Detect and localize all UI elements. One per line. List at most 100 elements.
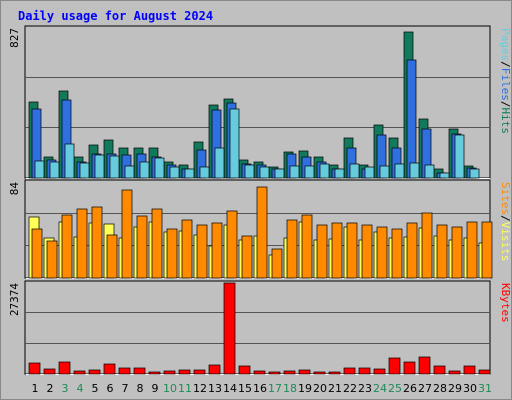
bar-kbytes-day-19 — [298, 369, 311, 375]
bar-pages-day-18 — [289, 165, 300, 179]
bar-pages-day-7 — [124, 165, 135, 179]
bar-kbytes-day-25 — [388, 357, 401, 375]
day-label-19: 19 — [298, 382, 312, 395]
day-label-16: 16 — [253, 382, 267, 395]
day-label-14: 14 — [223, 382, 237, 395]
bar-sites-day-5 — [91, 206, 103, 279]
bar-sites-day-3 — [61, 214, 73, 279]
chart-panel-1: 827 Pages/Files/Hits — [8, 25, 512, 179]
bar-sites-day-6 — [106, 234, 118, 279]
bar-pages-day-14 — [229, 108, 240, 179]
bar-sites-day-12 — [196, 224, 208, 279]
day-label-11: 11 — [178, 382, 192, 395]
bar-pages-day-6 — [109, 155, 120, 179]
bar-sites-day-28 — [436, 224, 448, 279]
bar-kbytes-day-3 — [58, 361, 71, 375]
chart-panel-2: 84 Sites/Visits — [8, 179, 512, 279]
bar-kbytes-day-24 — [373, 368, 386, 375]
bar-kbytes-day-20 — [313, 371, 326, 375]
bar-sites-day-26 — [406, 222, 418, 279]
bar-kbytes-day-26 — [403, 361, 416, 375]
day-label-25: 25 — [388, 382, 402, 395]
bar-sites-day-21 — [331, 222, 343, 279]
bar-kbytes-day-10 — [163, 370, 176, 375]
day-label-15: 15 — [238, 382, 252, 395]
bar-sites-day-16 — [256, 186, 268, 279]
bar-pages-day-24 — [379, 165, 390, 179]
chart-panel-3: 27374 KBytes — [8, 280, 512, 375]
day-label-23: 23 — [358, 382, 372, 395]
y-max-label: 27374 — [8, 283, 21, 316]
bar-kbytes-day-11 — [178, 369, 191, 375]
bar-sites-day-22 — [346, 222, 358, 279]
day-label-3: 3 — [62, 382, 69, 395]
day-label-12: 12 — [193, 382, 207, 395]
bar-pages-day-3 — [64, 143, 75, 179]
bar-pages-day-28 — [439, 172, 450, 179]
day-label-6: 6 — [107, 382, 114, 395]
bar-pages-day-17 — [274, 168, 285, 179]
bar-kbytes-day-14 — [223, 282, 236, 375]
bar-sites-day-13 — [211, 222, 223, 279]
bar-sites-day-30 — [466, 221, 478, 279]
bar-pages-day-10 — [169, 166, 180, 179]
bar-kbytes-day-28 — [433, 365, 446, 375]
bar-sites-day-27 — [421, 212, 433, 279]
day-labels: 1 2 3 4 5 6 7 8 9 10 11 12 13 14 15 16 17 18 19 20 21 22 23 24 2… — [32, 382, 493, 395]
bar-sites-day-19 — [301, 214, 313, 279]
y-axis-title-part: / — [499, 215, 512, 222]
y-axis-title-part: Files — [499, 68, 512, 101]
bar-pages-day-20 — [319, 163, 330, 179]
bar-kbytes-day-15 — [238, 365, 251, 375]
day-label-22: 22 — [343, 382, 357, 395]
bar-kbytes-day-8 — [133, 367, 146, 375]
bar-sites-day-7 — [121, 189, 133, 279]
chart-title: Daily usage for August 2024 — [18, 9, 213, 23]
day-label-24: 24 — [373, 382, 387, 395]
bar-pages-day-11 — [184, 168, 195, 179]
bar-sites-day-20 — [316, 224, 328, 279]
bar-pages-day-5 — [94, 154, 105, 179]
bar-kbytes-day-17 — [268, 371, 281, 375]
bar-sites-day-8 — [136, 215, 148, 279]
day-label-8: 8 — [137, 382, 144, 395]
bar-pages-day-16 — [259, 166, 270, 179]
bar-kbytes-day-31 — [478, 369, 491, 375]
bar-sites-day-18 — [286, 219, 298, 279]
bar-pages-day-25 — [394, 163, 405, 179]
day-label-9: 9 — [152, 382, 159, 395]
bar-pages-day-23 — [364, 166, 375, 179]
y-axis-title: KBytes — [499, 283, 512, 323]
bar-kbytes-day-29 — [448, 370, 461, 375]
bar-pages-day-19 — [304, 165, 315, 179]
y-axis-title-part: Pages — [499, 28, 512, 61]
plot-area — [24, 280, 491, 375]
day-label-13: 13 — [208, 382, 222, 395]
bar-pages-day-21 — [334, 168, 345, 179]
y-axis-title-part: / — [499, 61, 512, 68]
bar-sites-day-11 — [181, 219, 193, 279]
bar-pages-day-22 — [349, 163, 360, 179]
y-axis-title-part: Sites — [499, 182, 512, 215]
y-axis-title: Sites/Visits — [499, 182, 512, 262]
bar-sites-day-23 — [361, 224, 373, 279]
day-label-18: 18 — [283, 382, 297, 395]
bar-pages-day-13 — [214, 147, 225, 179]
bar-sites-day-29 — [451, 226, 463, 279]
bar-kbytes-day-2 — [43, 368, 56, 375]
bar-kbytes-day-6 — [103, 363, 116, 375]
bar-pages-day-4 — [79, 162, 90, 179]
bar-pages-day-29 — [454, 134, 465, 179]
day-label-26: 26 — [403, 382, 417, 395]
bar-kbytes-day-5 — [88, 369, 101, 375]
day-label-10: 10 — [163, 382, 177, 395]
bar-pages-day-26 — [409, 162, 420, 179]
bar-pages-day-12 — [199, 166, 210, 179]
day-label-29: 29 — [448, 382, 462, 395]
bar-pages-day-9 — [154, 157, 165, 179]
bar-sites-day-31 — [481, 221, 493, 279]
day-label-31: 31 — [478, 382, 492, 395]
bar-kbytes-day-27 — [418, 356, 431, 375]
